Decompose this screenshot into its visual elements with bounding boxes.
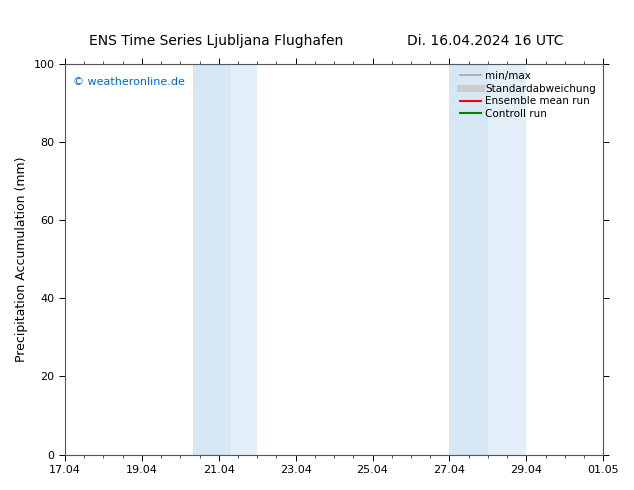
Bar	[231, 64, 257, 455]
Bar	[450, 64, 488, 455]
Bar	[488, 64, 526, 455]
Text: ENS Time Series Ljubljana Flughafen: ENS Time Series Ljubljana Flughafen	[89, 34, 343, 48]
Legend: min/max, Standardabweichung, Ensemble mean run, Controll run: min/max, Standardabweichung, Ensemble me…	[458, 69, 598, 121]
Text: Di. 16.04.2024 16 UTC: Di. 16.04.2024 16 UTC	[406, 34, 563, 48]
Y-axis label: Precipitation Accumulation (mm): Precipitation Accumulation (mm)	[15, 156, 28, 362]
Text: © weatheronline.de: © weatheronline.de	[73, 77, 185, 87]
Bar	[193, 64, 231, 455]
